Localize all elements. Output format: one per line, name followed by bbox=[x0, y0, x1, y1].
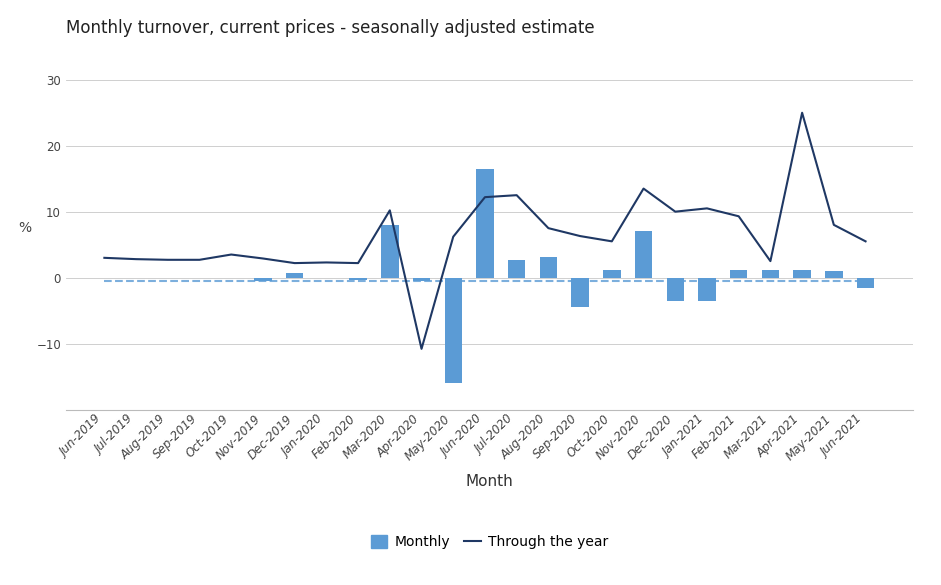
Bar bbox=[698, 278, 716, 301]
Bar bbox=[381, 225, 399, 278]
Bar bbox=[476, 169, 494, 278]
Bar bbox=[666, 278, 684, 301]
Bar bbox=[635, 232, 652, 278]
Bar bbox=[254, 278, 272, 281]
Bar bbox=[730, 270, 747, 278]
Bar bbox=[571, 278, 589, 307]
Bar bbox=[413, 278, 430, 281]
Legend: Monthly, Through the year: Monthly, Through the year bbox=[365, 530, 614, 555]
Bar bbox=[857, 278, 874, 287]
Bar bbox=[286, 273, 303, 278]
Bar bbox=[540, 256, 557, 278]
Bar bbox=[761, 270, 779, 278]
Bar bbox=[349, 278, 367, 280]
X-axis label: Month: Month bbox=[466, 474, 513, 489]
Text: Monthly turnover, current prices - seasonally adjusted estimate: Monthly turnover, current prices - seaso… bbox=[66, 19, 595, 37]
Bar bbox=[508, 260, 525, 278]
Bar bbox=[825, 271, 842, 278]
Bar bbox=[793, 270, 811, 278]
Y-axis label: %: % bbox=[19, 221, 32, 235]
Bar bbox=[444, 278, 462, 383]
Bar bbox=[603, 270, 620, 278]
